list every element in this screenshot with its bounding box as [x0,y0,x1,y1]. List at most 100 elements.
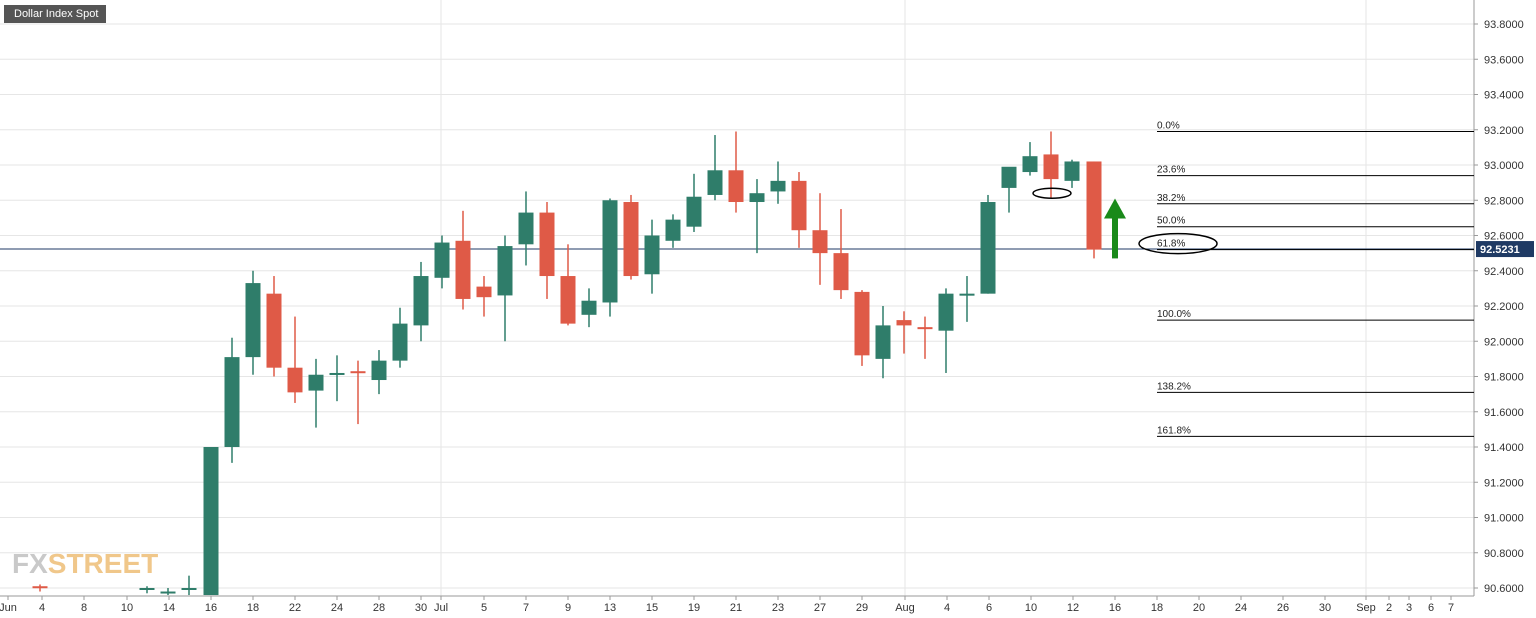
candle-body [476,286,492,298]
fib-level-label: 61.8% [1157,239,1185,250]
fib-level-label: 0.0% [1157,121,1180,132]
candle-body [644,235,660,275]
x-tick-label: Jun [0,602,17,614]
candle-body [602,200,618,303]
candle-body [497,246,513,296]
x-tick-label: 24 [1235,602,1247,614]
y-tick-label: 92.8000 [1484,195,1524,207]
y-tick-label: 91.6000 [1484,407,1524,419]
candle-body [959,293,975,296]
y-tick-label: 91.2000 [1484,477,1524,489]
candle-body [686,196,702,227]
candle-body [160,591,176,594]
fib-level-label: 50.0% [1157,216,1185,227]
candle-body [728,170,744,203]
x-tick-label: 10 [1025,602,1037,614]
x-tick-label: 27 [814,602,826,614]
candle-body [1086,161,1102,250]
candle-body [875,325,891,359]
candle-body [896,320,912,326]
candle-body [371,360,387,381]
chart-title: Dollar Index Spot [4,5,106,23]
candle-body [518,212,534,245]
x-tick-label: 29 [856,602,868,614]
x-tick-label: 16 [1109,602,1121,614]
candle-body [812,230,828,254]
y-tick-label: 93.6000 [1484,54,1524,66]
x-tick-label: 7 [523,602,529,614]
x-tick-label: 6 [986,602,992,614]
candle-body [245,283,261,358]
x-tick-label: 10 [121,602,133,614]
x-tick-label: 6 [1428,602,1434,614]
fib-level-label: 138.2% [1157,381,1191,392]
candle-body [455,240,471,299]
x-tick-label: 28 [373,602,385,614]
candle-body [413,276,429,326]
x-tick-label: 12 [1067,602,1079,614]
fib-level-label: 100.0% [1157,309,1191,320]
candle-body [833,253,849,291]
watermark-part1: FX [12,548,48,579]
candle-body [1001,166,1017,188]
annotation-ellipse [1032,187,1072,199]
up-arrow-head [1104,198,1126,219]
y-tick-label: 92.6000 [1484,231,1524,243]
plot-area [0,0,1474,596]
candle-body [32,586,48,589]
candle-body [854,291,870,356]
x-tick-label: 20 [1193,602,1205,614]
candle-body [665,219,681,241]
x-tick-label: 2 [1386,602,1392,614]
x-tick-label: 21 [730,602,742,614]
watermark-part2: STREET [47,548,159,579]
x-tick-label: 16 [205,602,217,614]
y-tick-label: 93.8000 [1484,19,1524,31]
candle-body [539,212,555,277]
candle-body [287,367,303,393]
current-price-label: 92.5231 [1480,244,1520,256]
candle-body [181,588,197,590]
y-tick-label: 92.4000 [1484,266,1524,278]
y-tick-label: 93.4000 [1484,90,1524,102]
candle-body [266,293,282,368]
current-price-badge [1476,241,1534,258]
candle-body [791,180,807,231]
fib-level-label: 38.2% [1157,193,1185,204]
x-tick-label: 4 [944,602,950,614]
x-tick-label: Aug [895,602,915,614]
fib-level-label: 23.6% [1157,165,1185,176]
candle-body [581,300,597,315]
y-tick-label: 91.8000 [1484,372,1524,384]
y-tick-label: 90.8000 [1484,548,1524,560]
x-tick-label: 23 [772,602,784,614]
candle-body [917,327,933,330]
y-tick-label: 93.0000 [1484,160,1524,172]
candle-body [623,202,639,277]
candle-body [203,447,219,596]
candle-body [560,276,576,324]
candle-body [749,193,765,203]
candle-body [329,372,345,375]
candle-body [350,371,366,374]
candle-body [308,374,324,391]
x-tick-label: 30 [1319,602,1331,614]
up-arrow-shaft [1112,216,1118,259]
candle-body [224,357,240,447]
candle-body [980,202,996,294]
x-tick-label: 3 [1406,602,1412,614]
x-tick-label: 8 [81,602,87,614]
x-tick-label: 30 [415,602,427,614]
x-tick-label: 19 [688,602,700,614]
candle-body [392,323,408,361]
x-tick-label: 15 [646,602,658,614]
y-tick-label: 91.0000 [1484,513,1524,525]
x-tick-label: 24 [331,602,343,614]
y-tick-label: 92.0000 [1484,336,1524,348]
x-tick-label: 18 [1151,602,1163,614]
x-tick-label: 4 [39,602,45,614]
candle-body [139,588,155,590]
x-tick-label: 9 [565,602,571,614]
x-tick-label: 22 [289,602,301,614]
